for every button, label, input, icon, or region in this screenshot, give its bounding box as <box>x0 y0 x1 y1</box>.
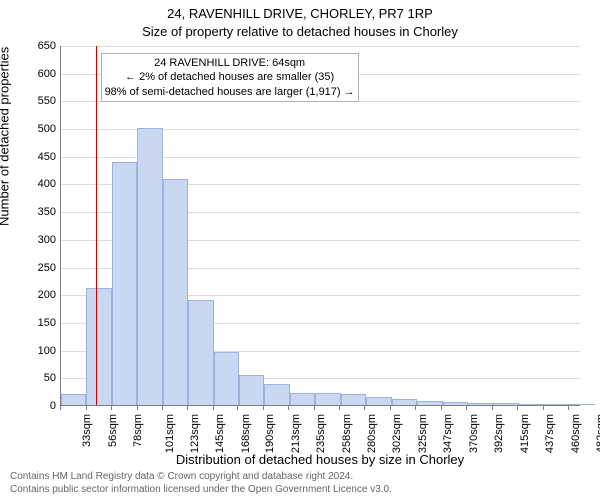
x-tick-mark <box>162 406 163 410</box>
histogram-bar <box>61 394 86 405</box>
y-tick-label: 450 <box>18 151 56 163</box>
y-tick-label: 50 <box>18 372 56 384</box>
footer-line-2: Contains public sector information licen… <box>10 484 392 497</box>
x-tick-mark <box>466 406 467 410</box>
footer-line-1: Contains HM Land Registry data © Crown c… <box>10 471 392 484</box>
x-tick-mark <box>86 406 87 410</box>
histogram-bar <box>315 393 340 405</box>
x-tick-label: 213sqm <box>291 414 303 453</box>
histogram-bar <box>341 394 366 405</box>
chart-plot-area: 24 RAVENHILL DRIVE: 64sqm← 2% of detache… <box>60 46 580 406</box>
x-tick-label: 370sqm <box>468 414 480 453</box>
x-tick-mark <box>237 406 238 410</box>
x-tick-label: 56sqm <box>107 414 119 447</box>
y-tick-label: 650 <box>18 40 56 52</box>
histogram-bar <box>239 375 264 405</box>
histogram-bar <box>264 384 289 405</box>
y-axis-label: Number of detached properties <box>0 47 12 226</box>
annotation-line: 24 RAVENHILL DRIVE: 64sqm <box>105 56 355 70</box>
histogram-bar <box>570 404 595 405</box>
histogram-bar <box>468 403 493 405</box>
histogram-bar <box>417 401 442 405</box>
annotation-line: 98% of semi-detached houses are larger (… <box>105 85 355 99</box>
x-tick-label: 347sqm <box>442 414 454 453</box>
annotation-line: ← 2% of detached houses are smaller (35) <box>105 70 355 84</box>
x-tick-mark <box>543 406 544 410</box>
y-tick-label: 500 <box>18 123 56 135</box>
histogram-bar <box>290 393 315 405</box>
y-tick-label: 200 <box>18 289 56 301</box>
y-tick-label: 350 <box>18 206 56 218</box>
x-tick-mark <box>415 406 416 410</box>
x-tick-label: 437sqm <box>544 414 556 453</box>
x-tick-label: 392sqm <box>493 414 505 453</box>
x-tick-mark <box>314 406 315 410</box>
x-tick-label: 482sqm <box>595 414 600 453</box>
histogram-bar <box>366 397 391 405</box>
x-tick-label: 33sqm <box>81 414 93 447</box>
x-tick-mark <box>492 406 493 410</box>
histogram-bar <box>188 300 213 405</box>
y-tick-label: 550 <box>18 95 56 107</box>
histogram-bar <box>443 402 468 405</box>
y-tick-label: 150 <box>18 317 56 329</box>
y-tick-label: 300 <box>18 234 56 246</box>
x-tick-mark <box>288 406 289 410</box>
histogram-bar <box>137 128 162 405</box>
x-tick-mark <box>137 406 138 410</box>
x-tick-label: 235sqm <box>315 414 327 453</box>
histogram-bar <box>544 404 569 405</box>
x-tick-label: 190sqm <box>265 414 277 453</box>
annotation-box: 24 RAVENHILL DRIVE: 64sqm← 2% of detache… <box>101 53 359 102</box>
y-tick-label: 100 <box>18 345 56 357</box>
x-tick-label: 145sqm <box>214 414 226 453</box>
x-tick-mark <box>364 406 365 410</box>
x-tick-mark <box>390 406 391 410</box>
page-title: 24, RAVENHILL DRIVE, CHORLEY, PR7 1RP <box>0 6 600 21</box>
x-tick-mark <box>111 406 112 410</box>
x-tick-mark <box>60 406 61 410</box>
x-tick-mark <box>213 406 214 410</box>
page-subtitle: Size of property relative to detached ho… <box>0 24 600 39</box>
histogram-bar <box>163 179 188 405</box>
x-tick-label: 78sqm <box>132 414 144 447</box>
y-tick-label: 0 <box>18 400 56 412</box>
x-tick-mark <box>568 406 569 410</box>
x-tick-mark <box>263 406 264 410</box>
x-tick-mark <box>339 406 340 410</box>
x-tick-label: 123sqm <box>189 414 201 453</box>
x-tick-label: 168sqm <box>240 414 252 453</box>
y-tick-label: 250 <box>18 262 56 274</box>
footer-attribution: Contains HM Land Registry data © Crown c… <box>10 471 392 496</box>
x-tick-label: 258sqm <box>341 414 353 453</box>
histogram-bar <box>112 162 137 405</box>
x-tick-label: 325sqm <box>417 414 429 453</box>
histogram-bar <box>493 403 518 405</box>
x-tick-mark <box>441 406 442 410</box>
reference-line <box>96 46 97 405</box>
histogram-bar <box>392 399 417 405</box>
histogram-bar <box>519 404 544 405</box>
x-tick-mark <box>517 406 518 410</box>
x-tick-label: 460sqm <box>570 414 582 453</box>
x-tick-label: 302sqm <box>391 414 403 453</box>
histogram-bar <box>86 288 111 405</box>
y-tick-label: 600 <box>18 68 56 80</box>
x-tick-label: 101sqm <box>164 414 176 453</box>
x-tick-mark <box>187 406 188 410</box>
histogram-bar <box>214 352 239 405</box>
x-axis-label: Distribution of detached houses by size … <box>60 452 580 467</box>
y-tick-label: 400 <box>18 178 56 190</box>
x-tick-label: 415sqm <box>519 414 531 453</box>
gridline <box>61 46 580 47</box>
x-tick-label: 280sqm <box>366 414 378 453</box>
